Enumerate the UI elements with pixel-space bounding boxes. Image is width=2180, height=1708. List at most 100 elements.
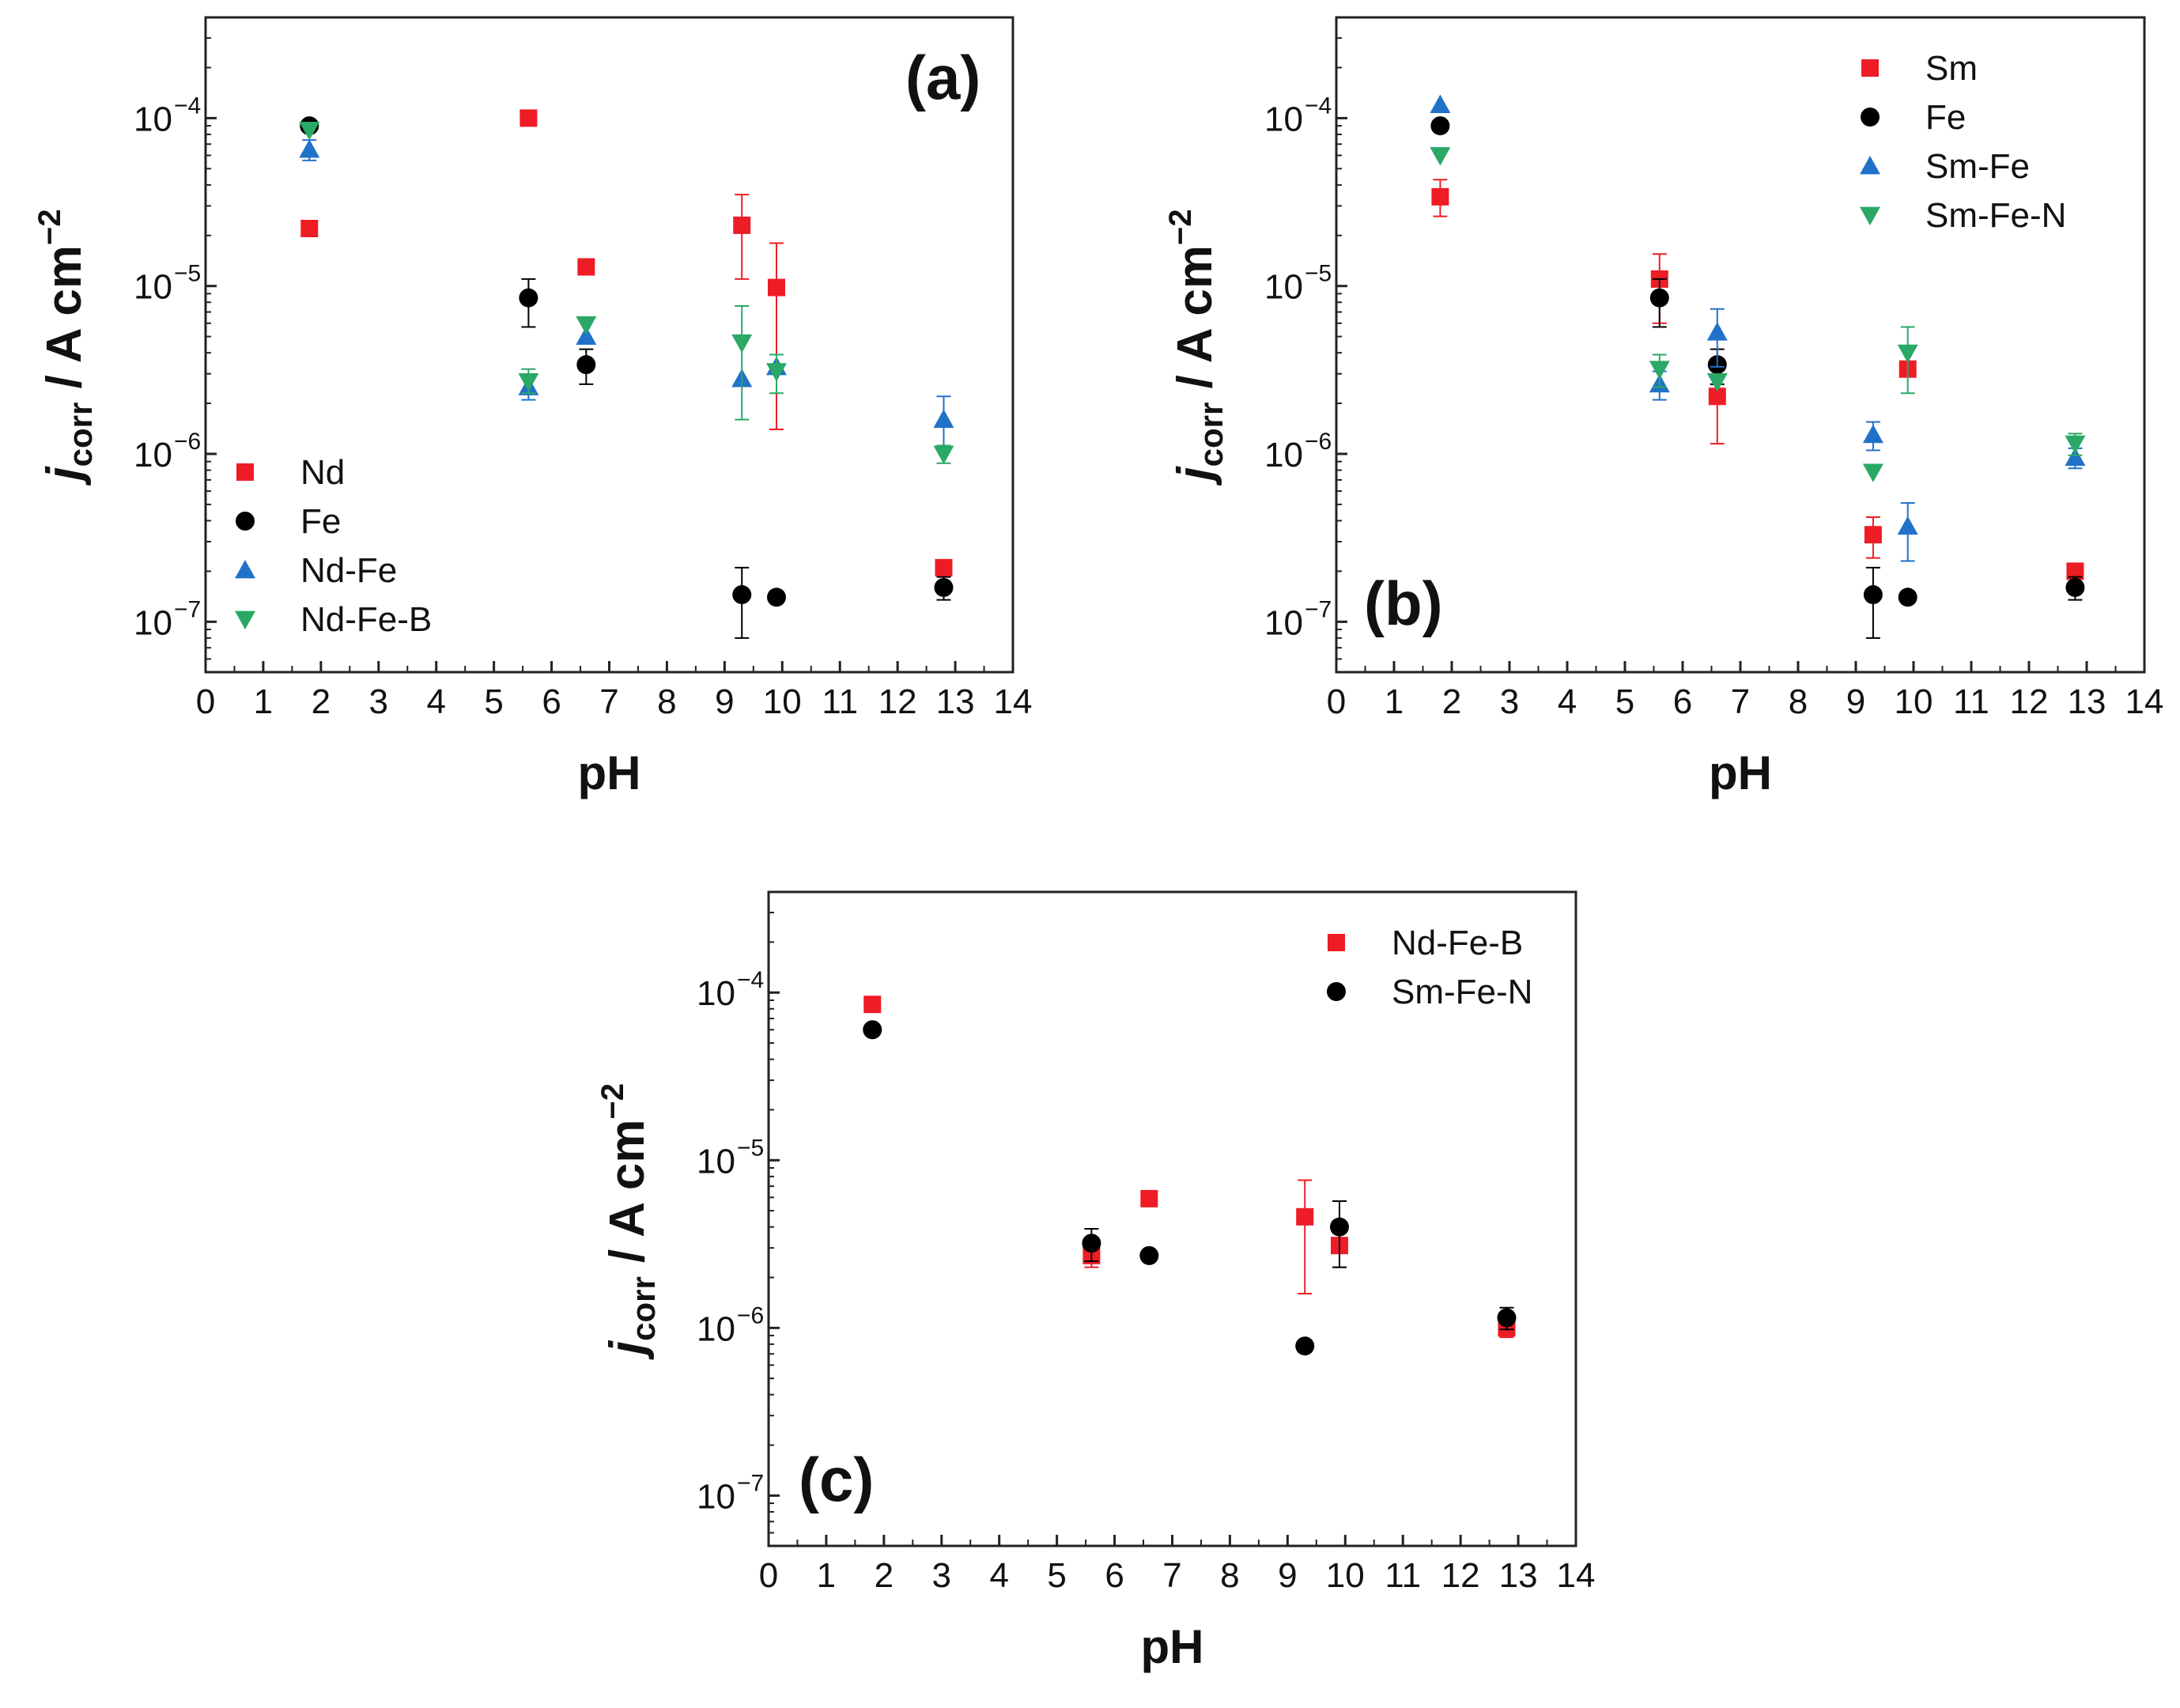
data-point — [2065, 447, 2086, 467]
y-tick-label: 10 — [697, 1142, 735, 1181]
data-point — [1706, 373, 1728, 392]
data-point — [1430, 147, 1451, 166]
x-tick-label: 6 — [542, 682, 561, 721]
x-tick-label: 3 — [369, 682, 388, 721]
legend-label: Nd-Fe-B — [1392, 924, 1523, 962]
data-point — [731, 334, 753, 353]
legend-label: Nd — [300, 453, 345, 492]
data-point — [1897, 344, 1918, 364]
y-tick-exponent: −6 — [737, 1302, 764, 1328]
data-point — [1431, 187, 1449, 206]
data-point — [767, 278, 785, 297]
data-point — [299, 139, 320, 158]
legend-label: Nd-Fe — [300, 551, 397, 590]
x-tick-label: 13 — [936, 682, 975, 721]
data-point — [766, 588, 786, 607]
x-tick-label: 6 — [1673, 682, 1692, 721]
x-tick-label: 0 — [196, 682, 215, 721]
x-tick-label: 8 — [1220, 1556, 1239, 1595]
panel-label: (b) — [1364, 569, 1443, 638]
x-tick-label: 10 — [1895, 682, 1933, 721]
y-tick-label: 10 — [697, 1309, 735, 1348]
y-tick-label: 10 — [697, 974, 735, 1013]
x-tick-label: 14 — [2125, 682, 2164, 721]
x-tick-label: 11 — [822, 682, 858, 721]
data-point — [733, 216, 751, 234]
data-point — [1706, 322, 1728, 341]
x-tick-label: 2 — [875, 1556, 894, 1595]
y-tick-label: 10 — [697, 1477, 735, 1516]
y-tick-label: 10 — [134, 603, 172, 642]
y-tick-exponent: −6 — [174, 429, 201, 455]
y-axis-title: jcorr / A cm−2 — [595, 1083, 662, 1360]
plot-frame — [1335, 16, 2146, 674]
x-tick-label: 9 — [715, 682, 734, 721]
data-point — [2065, 435, 2086, 455]
data-point — [1430, 94, 1451, 113]
x-tick-label: 1 — [817, 1556, 836, 1595]
x-tick-label: 2 — [1442, 682, 1461, 721]
x-tick-label: 8 — [657, 682, 676, 721]
x-tick-label: 7 — [1731, 682, 1750, 721]
series-nd-fe-b — [863, 996, 1516, 1339]
y-tick-exponent: −5 — [174, 261, 201, 287]
y-tick-exponent: −5 — [737, 1135, 764, 1161]
data-point — [933, 409, 954, 429]
x-tick-label: 4 — [1558, 682, 1577, 721]
y-axis-title: jcorr / A cm−2 — [32, 209, 99, 486]
legend-marker — [235, 610, 255, 629]
x-tick-label: 1 — [1385, 682, 1404, 721]
x-tick-label: 2 — [312, 682, 331, 721]
y-tick-label: 10 — [1264, 268, 1303, 307]
x-tick-label: 8 — [1789, 682, 1808, 721]
x-tick-label: 10 — [1326, 1556, 1365, 1595]
x-tick-label: 13 — [1499, 1556, 1538, 1595]
data-point — [576, 355, 596, 375]
data-point — [300, 219, 319, 237]
data-point — [863, 996, 882, 1014]
data-point — [1139, 1245, 1159, 1265]
data-point — [1329, 1217, 1349, 1237]
data-point — [2066, 562, 2084, 580]
y-tick-label: 10 — [1264, 436, 1303, 474]
x-tick-label: 12 — [878, 682, 917, 721]
x-tick-label: 4 — [426, 682, 445, 721]
data-point — [765, 363, 787, 382]
legend-marker — [1860, 156, 1880, 175]
data-point — [1863, 585, 1883, 605]
x-tick-label: 3 — [1500, 682, 1519, 721]
series-nd-fe — [299, 139, 954, 448]
data-point — [1296, 1207, 1314, 1226]
y-tick-label: 10 — [1264, 603, 1303, 642]
data-point — [1082, 1234, 1101, 1253]
x-tick-label: 14 — [994, 682, 1033, 721]
x-tick-label: 10 — [763, 682, 802, 721]
series-fe — [300, 116, 954, 639]
data-point — [1649, 288, 1669, 308]
y-tick-exponent: −4 — [737, 967, 764, 993]
data-point — [863, 1020, 882, 1040]
data-point — [732, 585, 752, 605]
series-sm — [1431, 179, 2084, 580]
x-tick-label: 9 — [1846, 682, 1865, 721]
x-tick-label: 9 — [1278, 1556, 1297, 1595]
series-fe — [1430, 116, 2085, 639]
data-point — [1862, 424, 1883, 444]
data-point — [1708, 387, 1726, 406]
y-tick-label: 10 — [134, 100, 172, 138]
data-point — [934, 577, 954, 597]
data-point — [519, 288, 538, 308]
legend-label: Sm-Fe-N — [1392, 973, 1532, 1011]
x-tick-label: 6 — [1105, 1556, 1124, 1595]
data-point — [2065, 577, 2085, 597]
legend-marker — [1327, 982, 1346, 1001]
x-tick-label: 0 — [759, 1556, 778, 1595]
x-tick-label: 11 — [1385, 1556, 1421, 1595]
y-tick-exponent: −4 — [1305, 93, 1332, 119]
x-tick-label: 3 — [932, 1556, 951, 1595]
legend-label: Fe — [300, 502, 341, 541]
series-nd-fe-b — [299, 121, 954, 464]
series-sm-fe-n — [1430, 147, 2086, 482]
y-axis-title: jcorr / A cm−2 — [1163, 209, 1230, 486]
